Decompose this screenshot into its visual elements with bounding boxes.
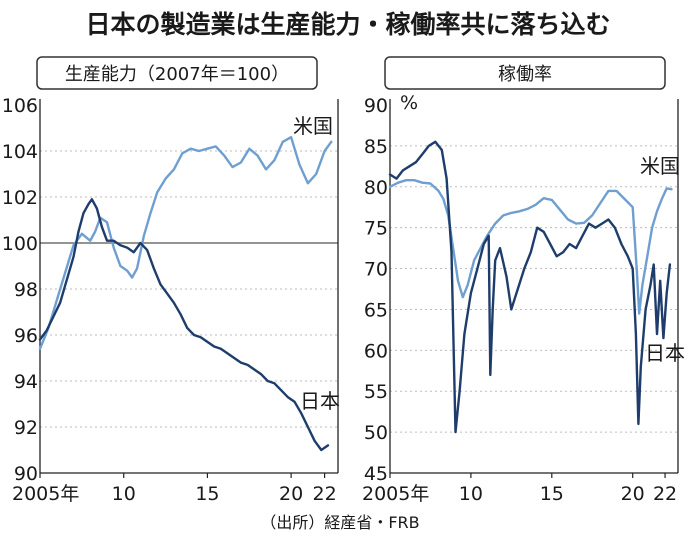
y-tick-label: 75 [364,218,388,240]
y-tick-label: 80 [364,177,388,199]
y-tick-label: 94 [14,371,38,393]
series-line-japan [388,140,672,434]
series-label-japan: 日本 [645,341,685,365]
y-tick-label: 55 [364,381,388,403]
x-tick-label: 2005年 [362,483,429,505]
figure-title: 日本の製造業は生産能力・稼働率共に落ち込む [85,10,610,39]
y-tick-label: 106 [2,95,38,117]
y-tick-label: 85 [364,136,388,158]
panel-utilization: 稼働率 45 50 55 60 65 70 75 80 85 90 % 2005年 10 15 20 22 米国… [362,56,685,505]
y-tick-label: 60 [364,340,388,362]
panel-capacity: 生産能力（2007年＝100） 90 92 94 96 98 100 102 104 106 20… [2,56,340,505]
y-tick-label: 98 [14,279,38,301]
x-tick-label: 20 [279,483,303,505]
panel-capacity-title: 生産能力（2007年＝100） [65,64,289,85]
series-line-japan [38,198,330,452]
y-unit-label: % [400,92,418,114]
series-label-japan: 日本 [300,389,340,413]
y-tick-label: 65 [364,299,388,321]
x-tick-label: 10 [112,483,136,505]
y-tick-label: 104 [2,141,38,163]
series-label-us: 米国 [640,154,680,178]
y-tick-label: 100 [2,233,38,255]
y-tick-label: 92 [14,417,38,439]
x-tick-label: 15 [195,483,219,505]
y-tick-label: 96 [14,325,38,347]
x-tick-label: 2005年 [12,483,79,505]
x-tick-label: 22 [313,483,337,505]
y-tick-label: 70 [364,259,388,281]
series-line-us [38,136,333,350]
x-tick-label: 10 [459,483,483,505]
panel-capacity-title-box [36,56,318,90]
y-tick-label: 50 [364,422,388,444]
panel-utilization-title: 稼働率 [498,64,552,85]
source-note: （出所）経産省・FRB [260,513,419,532]
y-tick-label: 102 [2,187,38,209]
x-tick-label: 20 [621,483,645,505]
x-tick-label: 15 [540,483,564,505]
y-tick-label: 45 [364,463,388,485]
series-label-us: 米国 [293,114,333,138]
x-tick-label: 22 [653,483,677,505]
y-tick-label: 90 [14,463,38,485]
panel-utilization-title-box [384,56,666,90]
y-tick-label: 90 [364,95,388,117]
series-line-us [388,179,673,315]
